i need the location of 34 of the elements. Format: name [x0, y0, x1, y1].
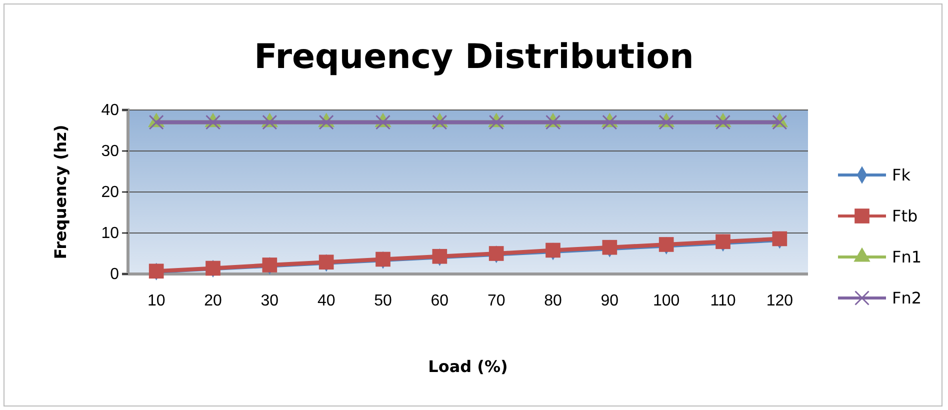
x-tick-label: 30: [260, 292, 279, 310]
legend-label: Ftb: [892, 206, 918, 226]
x-tick-label: 120: [766, 292, 794, 310]
y-axis-title: Frequency (hz): [51, 124, 70, 260]
point: [772, 231, 788, 246]
x-tick-label: 90: [600, 292, 619, 310]
y-tick-label: 20: [101, 184, 120, 202]
x-tick-label: 110: [710, 292, 736, 310]
x-tick-label: 50: [374, 292, 392, 310]
y-tick-label: 0: [110, 266, 120, 284]
x-tick-label: 70: [487, 292, 506, 310]
point: [546, 242, 560, 258]
legend-label: Fk: [892, 166, 912, 185]
legend-label: Fn2: [892, 288, 922, 308]
x-tick-label: 60: [430, 292, 449, 310]
chart-title: Frequency Distribution: [254, 37, 694, 77]
x-tick-label: 80: [544, 292, 562, 310]
point: [602, 240, 618, 255]
x-tick-label: 20: [204, 292, 222, 310]
y-tick-label: 30: [101, 143, 120, 160]
x-axis-title: Load (%): [428, 357, 508, 376]
x-tick-label: 40: [317, 292, 336, 310]
point: [488, 246, 504, 261]
x-tick-label: 100: [652, 292, 680, 310]
y-tick-label: 40: [101, 102, 120, 120]
point: [262, 258, 278, 272]
point: [432, 248, 448, 264]
x-tick-label: 10: [147, 292, 166, 310]
point: [716, 234, 730, 250]
point: [148, 264, 164, 279]
point: [658, 237, 674, 252]
y-tick-label: 10: [101, 225, 120, 242]
legend-label: Fn1: [892, 248, 922, 267]
point: [318, 254, 334, 270]
